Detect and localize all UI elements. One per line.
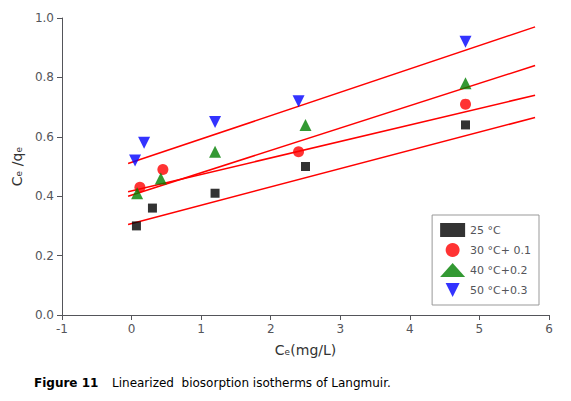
svg-text:40 °C+0.2: 40 °C+0.2	[470, 264, 527, 277]
svg-text:0.2: 0.2	[35, 249, 54, 263]
svg-text:2: 2	[267, 322, 275, 336]
svg-text:1.0: 1.0	[35, 11, 54, 25]
svg-text:Cₑ(mg/L): Cₑ(mg/L)	[275, 342, 337, 358]
svg-text:-1: -1	[56, 322, 68, 336]
svg-text:3: 3	[336, 322, 344, 336]
svg-text:5: 5	[476, 322, 484, 336]
svg-text:0.6: 0.6	[35, 130, 54, 144]
svg-text:6: 6	[545, 322, 553, 336]
svg-text:4: 4	[406, 322, 414, 336]
svg-text:0.8: 0.8	[35, 70, 54, 84]
svg-text:30 °C+ 0.1: 30 °C+ 0.1	[470, 244, 531, 257]
svg-text:1: 1	[197, 322, 205, 336]
svg-text:0.0: 0.0	[35, 308, 54, 322]
svg-text:25 °C: 25 °C	[470, 224, 501, 237]
svg-text:Cₑ /qₑ: Cₑ /qₑ	[9, 147, 25, 187]
svg-text:0: 0	[128, 322, 136, 336]
svg-text:0.4: 0.4	[35, 189, 54, 203]
svg-text:Linearized biosorption isothe: Linearized biosorption isotherms of Lang…	[112, 376, 391, 390]
svg-text:50 °C+0.3: 50 °C+0.3	[470, 284, 527, 297]
svg-text:Figure 11: Figure 11	[34, 376, 98, 390]
